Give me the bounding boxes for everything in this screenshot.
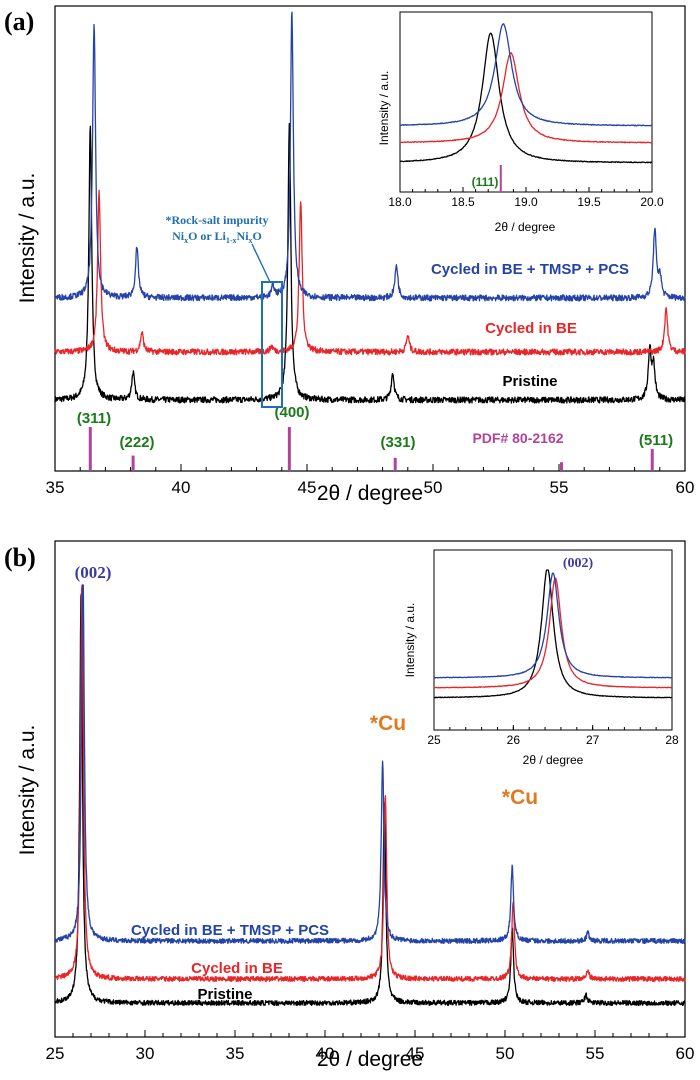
x-tick-label: 50	[496, 1044, 515, 1063]
inset-trace-cycled-be	[433, 577, 673, 689]
trace-cycled-be	[54, 584, 686, 983]
panel-b-hkl-002: (002)	[75, 563, 112, 582]
trace-pristine	[54, 593, 686, 1007]
x-tick-label: 45	[406, 1044, 425, 1063]
x-tick-label: 40	[316, 1044, 335, 1063]
inset-hkl-111: (111)	[472, 175, 499, 189]
hkl-331: (331)	[380, 434, 415, 451]
impurity-annotation-line2: NixO or Li1-xNixO	[172, 229, 262, 245]
x-tick-label: 50	[424, 478, 443, 497]
impurity-annotation: *Rock-salt impurity NixO or Li1-xNixO	[166, 213, 283, 408]
hkl-400: (400)	[274, 404, 309, 421]
x-tick-label: 55	[550, 478, 569, 497]
panel-a-inset-ticks: 18.0 18.5 19.0 19.5 20.0	[388, 187, 664, 209]
panel-a-label: (a)	[4, 7, 34, 36]
panel-a-label-pristine: Pristine	[502, 373, 557, 390]
impurity-box	[261, 281, 283, 408]
x-tick-label: 25	[427, 733, 441, 747]
panel-a-x-axis-label: 2θ / degree	[317, 482, 423, 505]
x-tick-label: 60	[676, 478, 695, 497]
panel-a-inset-y-label: Intensity / a.u.	[377, 71, 391, 146]
panel-b-inset-frame	[433, 549, 673, 731]
hkl-311: (311)	[77, 410, 111, 427]
panel-b-inset: 25 26 27 28 2θ / degree Intensity / a.u. (0…	[403, 549, 679, 767]
x-tick-label: 25	[46, 1044, 65, 1063]
x-tick-label: 30	[136, 1044, 155, 1063]
panel-a-inset-x-label: 2θ / degree	[495, 220, 556, 234]
trace-cycled-be	[54, 189, 686, 356]
x-tick-label: 18.5	[451, 195, 475, 209]
x-tick-label: 55	[586, 1044, 605, 1063]
x-tick-label: 40	[172, 478, 191, 497]
panel-a-inset: 18.0 18.5 19.0 19.5 20.0 2θ / degree Intensi…	[377, 11, 664, 234]
panel-a-inset-traces	[399, 23, 653, 192]
trace-cycled-be-tmsp-pcs	[54, 11, 686, 302]
x-tick-label: 19.0	[514, 195, 538, 209]
panel-a-y-axis-label: Intensity / a.u.	[16, 173, 39, 304]
panel-a-inset-frame	[399, 11, 653, 193]
inset-trace-pristine	[433, 569, 673, 699]
x-tick-label: 45	[298, 478, 317, 497]
impurity-arrow	[251, 243, 271, 283]
trace-pristine	[54, 122, 686, 404]
panel-a-label-tmsp: Cycled in BE + TMSP + PCS	[431, 261, 629, 278]
panel-a-label-be: Cycled in BE	[485, 320, 577, 337]
panel-b-label-be: Cycled in BE	[191, 960, 283, 977]
panel-a-x-ticks: 35 40 45 50 55 60	[46, 464, 695, 497]
panel-b-inset-traces	[433, 569, 673, 699]
panel-b-inset-ticks: 25 26 27 28	[427, 725, 679, 747]
panel-b-inset-y-label: Intensity / a.u.	[403, 603, 417, 678]
x-tick-label: 26	[507, 733, 521, 747]
inset-trace-cycled-be	[399, 52, 653, 144]
x-tick-label: 60	[676, 1044, 695, 1063]
x-tick-label: 20.0	[640, 195, 664, 209]
inset-trace-pristine	[399, 32, 653, 164]
panel-a-traces	[54, 11, 686, 404]
trace-cycled-be-tmsp-pcs	[54, 584, 686, 945]
x-tick-label: 28	[665, 733, 679, 747]
x-tick-label: 35	[46, 478, 65, 497]
x-tick-label: 19.5	[577, 195, 601, 209]
cu-label-2: *Cu	[502, 786, 538, 809]
hkl-511: (511)	[639, 432, 673, 449]
panel-b-x-ticks: 25 30 35 40 45 50 55 60	[46, 1030, 695, 1063]
panel-a-reference-lines	[88, 427, 654, 471]
panel-a: (a) 35 40 45 50 55 60 2θ / degree Intensity /…	[4, 5, 695, 505]
panel-b-label-tmsp: Cycled in BE + TMSP + PCS	[131, 922, 329, 939]
panel-b-axes-frame	[54, 540, 686, 1038]
panel-b-y-axis-label: Intensity / a.u.	[16, 725, 39, 856]
panel-b: (b) 25 30 35 40 45 50 55 60 2θ / degree Intensi…	[4, 540, 695, 1071]
panel-b-inset-x-label: 2θ / degree	[523, 753, 584, 767]
panel-b-inset-hkl-002: (002)	[563, 556, 594, 571]
panel-b-label-pristine: Pristine	[197, 986, 252, 1003]
cu-label-1: *Cu	[370, 712, 406, 735]
pdf-card-label: PDF# 80-2162	[472, 430, 563, 446]
inset-trace-cycled-be-tmsp-pcs	[433, 572, 673, 679]
x-tick-label: 35	[226, 1044, 245, 1063]
impurity-annotation-line1: *Rock-salt impurity	[166, 213, 269, 227]
panel-a-axes-frame	[54, 5, 686, 472]
x-tick-label: 18.0	[388, 195, 412, 209]
panel-b-x-axis-label: 2θ / degree	[317, 1048, 423, 1071]
hkl-222: (222)	[119, 434, 154, 451]
x-tick-label: 27	[586, 733, 600, 747]
panel-b-label: (b)	[4, 543, 36, 572]
panel-b-traces	[54, 584, 686, 1007]
inset-trace-cycled-be-tmsp-pcs	[399, 23, 653, 127]
